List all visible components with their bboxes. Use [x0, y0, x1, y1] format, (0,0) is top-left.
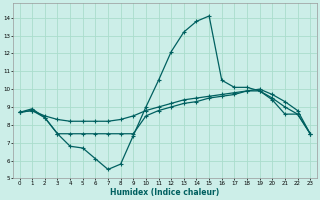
X-axis label: Humidex (Indice chaleur): Humidex (Indice chaleur) — [110, 188, 220, 197]
